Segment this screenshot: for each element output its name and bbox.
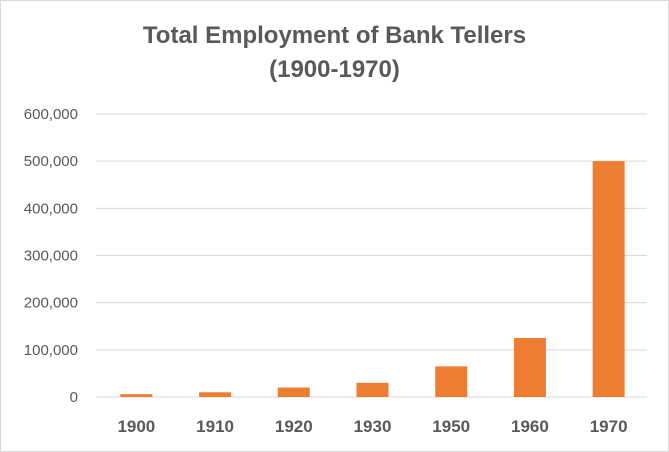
- x-category-label: 1920: [275, 417, 313, 436]
- chart-title: Total Employment of Bank Tellers (1900-1…: [1, 19, 668, 87]
- x-axis-category-labels: 1900 1910 1920 1930 1950 1960 1970: [117, 417, 627, 436]
- x-category-label: 1950: [432, 417, 470, 436]
- y-tick-label: 400,000: [24, 200, 78, 217]
- y-tick-label: 100,000: [24, 342, 78, 359]
- y-tick-label: 200,000: [24, 295, 78, 312]
- y-tick-label: 0: [70, 389, 78, 406]
- y-tick-label: 600,000: [24, 106, 78, 123]
- bars: [120, 161, 625, 397]
- chart-title-line-1: Total Employment of Bank Tellers: [142, 22, 527, 49]
- bar-1950: [435, 366, 468, 397]
- x-category-label: 1930: [354, 417, 392, 436]
- y-tick-label: 300,000: [24, 248, 78, 265]
- x-category-label: 1900: [117, 417, 155, 436]
- gridlines: [96, 113, 647, 398]
- bar-1970: [592, 161, 625, 397]
- bar-1910: [199, 392, 232, 397]
- x-category-label: 1960: [511, 417, 549, 436]
- x-category-label: 1970: [590, 417, 628, 436]
- bar-1900: [120, 394, 153, 397]
- y-axis-tick-labels: 0 100,000 200,000 300,000 400,000 500,000 600,…: [24, 106, 78, 406]
- x-category-label: 1910: [196, 417, 234, 436]
- bar-1920: [277, 387, 310, 397]
- chart-title-line-2: (1900-1970): [269, 56, 400, 83]
- y-tick-label: 500,000: [24, 153, 78, 170]
- bar-1960: [513, 338, 546, 397]
- bar-1930: [356, 382, 389, 397]
